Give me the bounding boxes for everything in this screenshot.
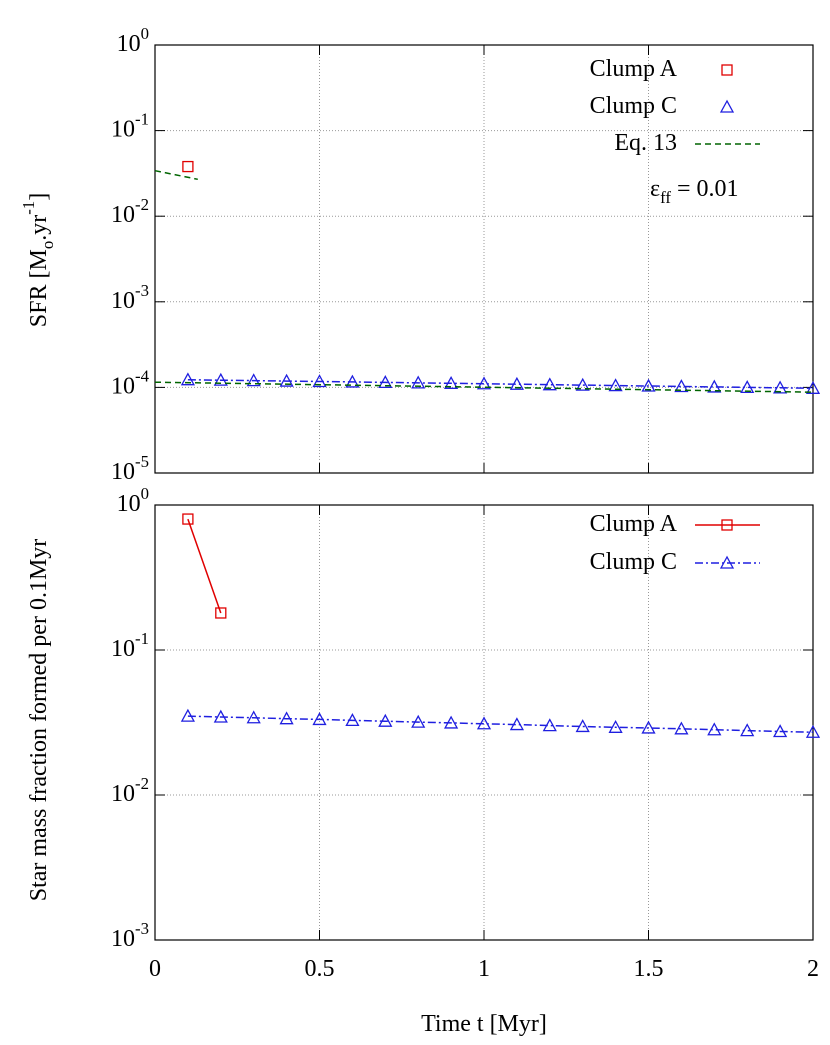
data-point bbox=[312, 374, 327, 388]
y-tick-label: 10-2 bbox=[111, 196, 149, 228]
legend-marker bbox=[721, 64, 733, 76]
data-point bbox=[182, 513, 194, 525]
y-tick-label: 10-5 bbox=[111, 452, 149, 484]
data-point bbox=[411, 375, 426, 389]
y-tick-label: 10-4 bbox=[111, 367, 150, 399]
legend-marker bbox=[719, 99, 735, 113]
data-point bbox=[707, 722, 722, 736]
legend-label: Clump C bbox=[590, 549, 677, 575]
legend-label: Clump A bbox=[590, 56, 678, 82]
data-point bbox=[608, 719, 623, 733]
y-axis-label: SFR [Mo.yr-1] bbox=[19, 193, 57, 327]
data-point bbox=[279, 373, 294, 387]
data-point bbox=[542, 377, 557, 391]
data-point bbox=[180, 708, 195, 722]
data-point bbox=[509, 717, 524, 731]
plot-frame bbox=[154, 504, 814, 941]
legend-label: Clump C bbox=[590, 93, 677, 119]
data-point bbox=[476, 376, 492, 390]
y-axis-label: Star mass fraction formed per 0.1Myr bbox=[26, 539, 52, 902]
data-point bbox=[740, 380, 755, 394]
data-point bbox=[641, 378, 656, 392]
data-point bbox=[378, 713, 393, 727]
x-tick-label: 2 bbox=[807, 956, 819, 982]
data-point bbox=[707, 379, 722, 393]
data-point bbox=[180, 372, 195, 386]
data-point bbox=[378, 375, 393, 389]
data-point bbox=[246, 710, 261, 724]
data-point bbox=[674, 379, 689, 393]
data-point bbox=[805, 380, 821, 394]
y-tick-label: 10-1 bbox=[111, 110, 149, 142]
x-axis-label: Time t [Myr] bbox=[421, 1011, 547, 1037]
data-point bbox=[509, 376, 524, 390]
x-tick-label: 0 bbox=[149, 956, 161, 982]
y-tick-label: 10-2 bbox=[111, 774, 149, 806]
data-point bbox=[213, 372, 228, 386]
data-point bbox=[773, 380, 788, 394]
data-point bbox=[444, 375, 459, 389]
data-point bbox=[641, 720, 656, 734]
y-tick-label: 10-1 bbox=[111, 629, 149, 661]
y-tick-label: 10-3 bbox=[111, 919, 149, 951]
data-point bbox=[674, 721, 689, 735]
data-point bbox=[575, 377, 590, 391]
data-point bbox=[312, 712, 327, 726]
data-point bbox=[476, 716, 492, 730]
data-point bbox=[773, 724, 788, 738]
y-tick-label: 100 bbox=[117, 24, 149, 56]
data-point bbox=[279, 711, 294, 725]
y-tick-label: 100 bbox=[117, 484, 149, 516]
data-point bbox=[542, 718, 557, 732]
x-tick-label: 1 bbox=[478, 956, 490, 982]
data-point bbox=[575, 719, 590, 733]
legend-label: Clump A bbox=[590, 511, 678, 537]
data-point bbox=[411, 714, 426, 728]
legend-label: Eq. 13 bbox=[614, 130, 677, 156]
legend-marker bbox=[721, 519, 733, 531]
annotation: εff = 0.01 bbox=[650, 176, 739, 208]
y-tick-label: 10-3 bbox=[111, 281, 149, 313]
data-point bbox=[182, 160, 194, 173]
data-point bbox=[345, 374, 360, 388]
data-point bbox=[444, 715, 459, 729]
data-point bbox=[246, 373, 261, 387]
data-point bbox=[345, 713, 360, 727]
x-tick-label: 0.5 bbox=[305, 956, 335, 982]
series-line bbox=[154, 169, 814, 393]
legend-marker bbox=[719, 555, 735, 569]
data-point bbox=[608, 378, 623, 392]
data-point bbox=[740, 723, 755, 737]
data-point bbox=[215, 607, 227, 619]
data-point bbox=[805, 724, 821, 738]
data-point bbox=[213, 709, 228, 723]
series-line bbox=[187, 518, 222, 614]
x-tick-label: 1.5 bbox=[634, 956, 664, 982]
plot-frame bbox=[154, 44, 814, 474]
